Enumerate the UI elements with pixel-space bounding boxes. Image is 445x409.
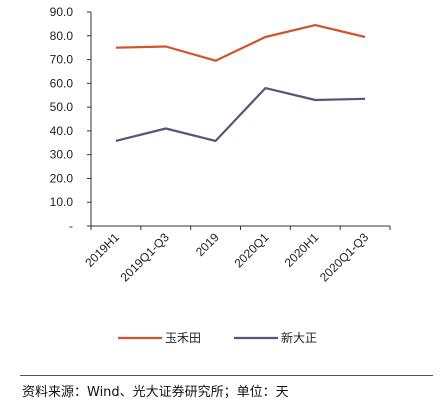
y-tick-label: 60.0	[50, 76, 74, 90]
source-note: 资料来源：Wind、光大证券研究所；单位：天	[22, 385, 289, 400]
legend-label: 玉禾田	[165, 331, 201, 345]
x-category-label: 2019H1	[82, 230, 122, 270]
y-tick-label: 20.0	[50, 171, 74, 185]
x-category-label: 2019Q1-Q3	[118, 230, 172, 284]
line-chart: - 10.0 20.0 30.0 40.0 50.0 60.0 70.0 80.0 90.0 20…	[50, 5, 391, 345]
series-lines	[115, 24, 366, 142]
y-tick-label: 40.0	[50, 124, 74, 138]
series-line	[115, 24, 366, 62]
x-category-label: 2020Q1	[231, 230, 271, 270]
y-tick-label: 30.0	[50, 148, 74, 162]
x-category-label: 2019	[193, 230, 222, 259]
series-line	[115, 86, 366, 142]
y-tick-label: 10.0	[50, 195, 74, 209]
footer-divider	[20, 375, 433, 376]
y-tick-label: 70.0	[50, 53, 74, 67]
x-category-label: 2020Q1-Q3	[317, 230, 371, 284]
axes	[87, 11, 391, 230]
x-category-label: 2020H1	[282, 230, 322, 270]
y-tick-label: 90.0	[50, 5, 74, 19]
y-tick-label: -	[69, 219, 73, 233]
legend: 玉禾田 新大正	[118, 330, 317, 345]
legend-label: 新大正	[281, 330, 317, 345]
y-tick-label: 80.0	[50, 29, 74, 43]
y-tick-label: 50.0	[50, 100, 74, 114]
y-axis-tick-labels: - 10.0 20.0 30.0 40.0 50.0 60.0 70.0 80.0 90.0	[50, 5, 74, 233]
